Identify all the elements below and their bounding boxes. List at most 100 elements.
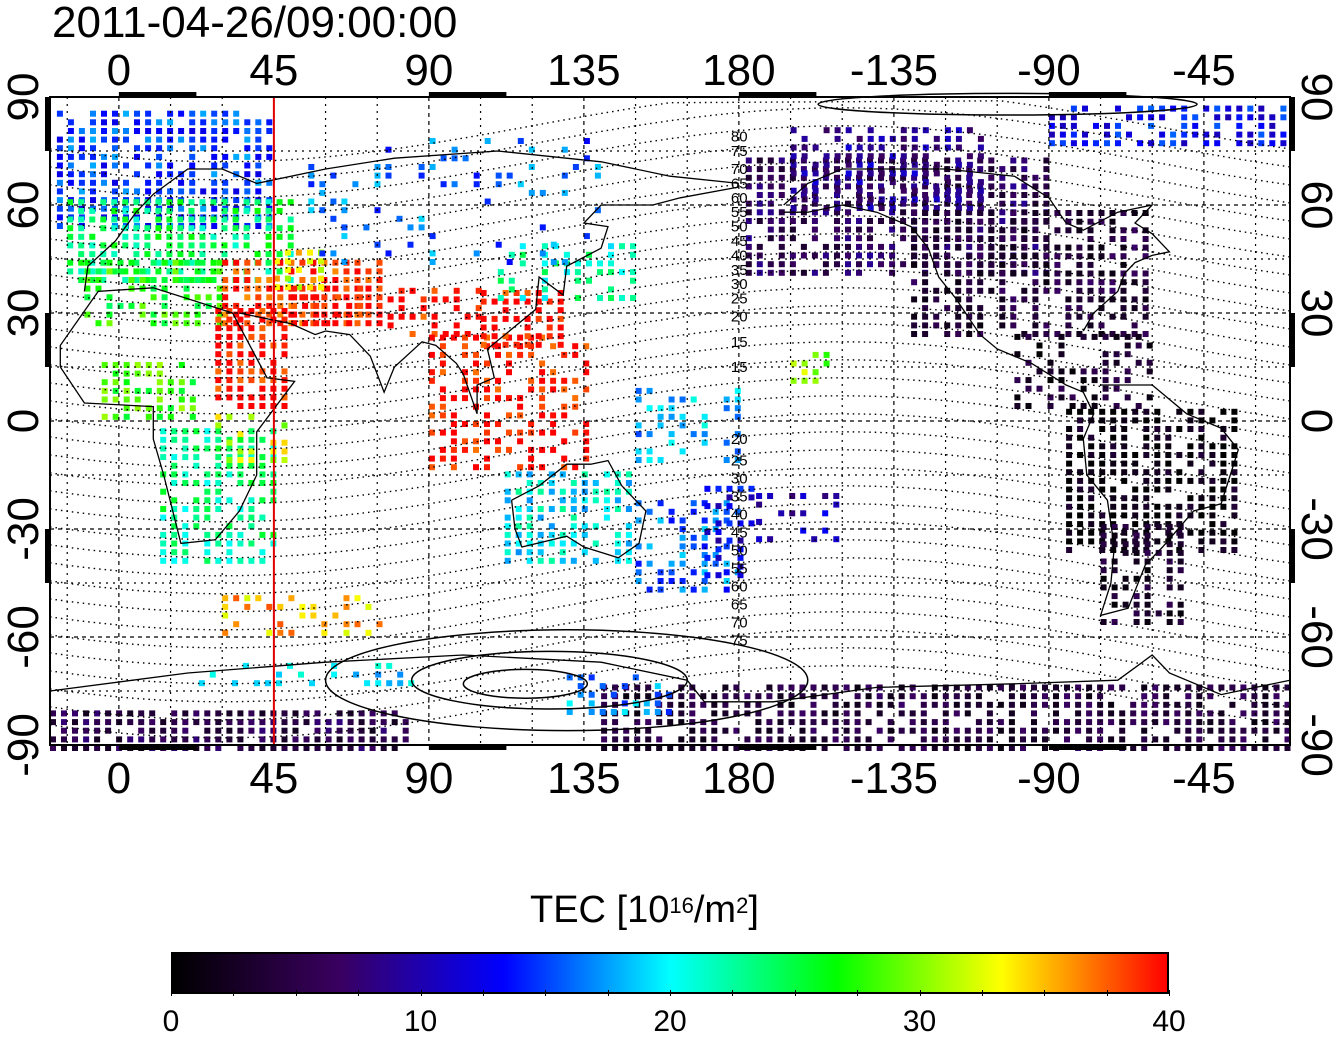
- tec-cell: [723, 578, 730, 584]
- tec-cell: [911, 187, 918, 194]
- tec-cell: [101, 205, 107, 212]
- tec-cell: [1111, 584, 1118, 591]
- tec-cell: [526, 488, 533, 495]
- tec-cell: [1113, 351, 1120, 358]
- tec-cell: [822, 252, 829, 259]
- tec-cell: [953, 693, 960, 700]
- tec-cell: [1120, 287, 1127, 294]
- tec-cell: [332, 277, 339, 283]
- tec-cell: [314, 719, 321, 726]
- tec-cell: [1177, 558, 1184, 565]
- tec-cell: [308, 181, 315, 188]
- tec-cell: [834, 174, 840, 181]
- tec-cell: [1021, 183, 1028, 190]
- contour-label: 50: [731, 219, 748, 236]
- tec-cell: [964, 701, 971, 708]
- tec-cell: [867, 205, 874, 211]
- tec-cell: [204, 471, 211, 478]
- tec-cell: [812, 351, 819, 358]
- tec-cell: [1207, 693, 1214, 700]
- tec-cell: [1196, 727, 1203, 734]
- tec-cell: [226, 462, 233, 469]
- tec-cell: [722, 701, 729, 708]
- tec-cell: [1110, 547, 1117, 553]
- tec-cell: [1120, 270, 1127, 277]
- tec-cell: [1109, 313, 1116, 320]
- tec-cell: [832, 684, 839, 691]
- tec-cell: [920, 701, 927, 708]
- tec-cell: [867, 192, 873, 198]
- tec-cell: [988, 166, 995, 173]
- tec-cell: [887, 701, 894, 708]
- tec-cell: [244, 268, 251, 275]
- tec-cell: [614, 531, 621, 538]
- tec-cell: [363, 224, 370, 231]
- tec-cell: [1088, 434, 1095, 441]
- tec-cell: [548, 488, 555, 495]
- tec-cell: [56, 136, 63, 143]
- tec-cell: [281, 439, 288, 446]
- tec-cell: [715, 503, 722, 510]
- tec-cell: [539, 464, 546, 471]
- tec-cell: [288, 629, 295, 636]
- tec-cell: [1109, 253, 1116, 260]
- tec-cell: [572, 377, 579, 384]
- tec-cell: [922, 253, 929, 260]
- tec-cell: [134, 128, 140, 134]
- tec-cell: [336, 727, 343, 734]
- tec-cell: [215, 745, 222, 751]
- tec-cell: [1142, 210, 1149, 216]
- tec-cell: [823, 153, 830, 160]
- tec-cell: [473, 438, 479, 445]
- tec-cell: [1280, 140, 1287, 147]
- tec-cell: [128, 259, 135, 266]
- tec-cell: [100, 216, 107, 223]
- tec-cell: [484, 395, 490, 402]
- tec-cell: [1187, 529, 1194, 536]
- tec-cell: [215, 385, 222, 392]
- tec-cell: [832, 719, 839, 726]
- tec-cell: [654, 683, 661, 690]
- tec-cell: [341, 233, 348, 240]
- tec-cell: [1203, 105, 1210, 112]
- tec-cell: [1133, 619, 1140, 625]
- tec-cell: [495, 241, 502, 248]
- tec-cell: [1121, 503, 1128, 510]
- tec-cell: [226, 394, 233, 401]
- tec-cell: [1102, 333, 1109, 340]
- tec-cell: [480, 298, 487, 305]
- tec-cell: [766, 727, 773, 734]
- tec-cell: [248, 727, 255, 734]
- tec-cell: [354, 259, 361, 266]
- tec-cell: [248, 403, 255, 409]
- tec-cell: [876, 727, 883, 734]
- tec-cell: [369, 710, 376, 717]
- tec-cell: [745, 166, 752, 173]
- tec-cell: [506, 429, 512, 436]
- tec-cell: [1273, 719, 1280, 726]
- tec-cell: [244, 595, 251, 602]
- tec-cell: [1198, 495, 1205, 502]
- coastline: [783, 168, 1171, 332]
- tec-cell: [810, 719, 817, 726]
- tec-cell: [237, 394, 244, 401]
- tec-cell: [612, 745, 619, 751]
- tec-cell: [966, 205, 973, 211]
- tec-cell: [210, 216, 217, 223]
- tec-cell: [1110, 503, 1117, 510]
- tec-cell: [854, 727, 861, 734]
- tec-cell: [222, 128, 229, 134]
- tec-cell: [1010, 261, 1017, 268]
- tec-cell: [737, 554, 744, 561]
- tec-cell: [122, 277, 129, 283]
- tec-cell: [711, 736, 718, 743]
- tec-cell: [484, 334, 490, 341]
- tec-cell: [608, 269, 614, 276]
- tec-cell: [865, 701, 872, 708]
- tec-cell: [1054, 279, 1061, 286]
- tec-cell: [1231, 503, 1238, 510]
- tec-cell: [634, 727, 641, 734]
- tec-cell: [1273, 701, 1280, 708]
- tec-cell: [78, 277, 85, 283]
- tec-cell: [933, 236, 940, 242]
